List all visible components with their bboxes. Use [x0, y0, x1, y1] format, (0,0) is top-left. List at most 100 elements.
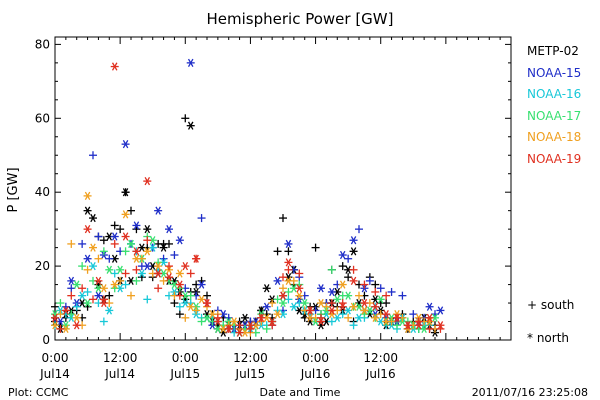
noaa-17-north-point — [127, 239, 135, 249]
noaa-16-north-point — [105, 306, 114, 315]
chart-title: Hemispheric Power [GW] — [206, 10, 394, 28]
legend-entry-noaa-19: NOAA-19 — [527, 151, 582, 166]
noaa-18-north-point — [89, 243, 97, 252]
y-axis-label: P [GW] — [6, 167, 21, 212]
noaa-16-south-point — [327, 317, 336, 326]
noaa-19-north-point — [349, 276, 358, 286]
noaa-16-north-point — [137, 269, 146, 278]
noaa-18-north-point — [83, 191, 92, 201]
metp-02-south-point — [110, 221, 119, 230]
plus-icon: + — [527, 298, 538, 312]
metp-02-south-point — [311, 243, 320, 252]
noaa-16-south-point — [72, 302, 81, 311]
noaa-18-north-point — [186, 302, 195, 311]
noaa-18-north-point — [230, 317, 239, 326]
noaa-18-south-point — [94, 254, 103, 263]
noaa-16-north-point — [333, 313, 342, 322]
noaa-18-north-point — [99, 284, 108, 293]
metp-02-south-point — [105, 291, 114, 300]
x-tick-label-time: 0:00 — [172, 351, 199, 365]
north-label: north — [536, 331, 570, 345]
noaa-15-north-point — [327, 287, 336, 297]
noaa-15-north-point — [349, 236, 358, 245]
noaa-15-north-point — [83, 254, 92, 263]
metp-02-south-point — [338, 262, 347, 271]
noaa-16-south-point — [143, 295, 152, 304]
metp-02-north-point — [262, 284, 271, 293]
noaa-19-north-point — [436, 321, 445, 330]
noaa-19-north-point — [257, 313, 266, 322]
noaa-17-south-point — [99, 247, 108, 256]
noaa-18-south-point — [279, 284, 287, 293]
noaa-18-north-point — [132, 254, 141, 263]
noaa-15-north-point — [425, 302, 434, 311]
noaa-19-north-point — [83, 225, 92, 234]
noaa-19-north-point — [72, 321, 81, 330]
noaa-19-north-point — [99, 298, 108, 308]
noaa-15-north-point — [284, 239, 293, 249]
noaa-15-north-point — [132, 221, 141, 230]
metp-02-north-point — [219, 328, 228, 337]
noaa-19-north-point — [327, 306, 336, 315]
noaa-15-north-point — [143, 261, 152, 271]
legend-north-key: * north — [527, 331, 569, 345]
noaa-15-south-point — [365, 276, 374, 285]
x-tick-label-time: 12:00 — [233, 351, 268, 365]
noaa-15-north-point — [273, 276, 282, 286]
x-tick-label-time: 12:00 — [363, 351, 398, 365]
noaa-19-north-point — [246, 321, 255, 330]
metp-02-south-point — [284, 247, 293, 256]
noaa-18-north-point — [72, 313, 81, 322]
noaa-15-north-point — [436, 306, 445, 315]
noaa-18-south-point — [116, 276, 125, 285]
noaa-19-north-point — [235, 328, 244, 337]
noaa-15-south-point — [376, 284, 385, 293]
metp-02-north-point — [159, 243, 168, 252]
noaa-18-north-point — [306, 313, 315, 322]
x-tick-label-time: 0:00 — [302, 351, 329, 365]
metp-02-north-point — [121, 188, 130, 197]
south-label: south — [540, 298, 575, 312]
metp-02-south-point — [99, 236, 108, 245]
x-tick-label-date: Jul14 — [39, 367, 70, 381]
x-tick-label-date: Jul15 — [235, 367, 266, 381]
noaa-17-south-point — [197, 317, 206, 326]
noaa-18-north-point — [143, 247, 152, 256]
noaa-19-south-point — [56, 324, 65, 333]
noaa-17-north-point — [279, 298, 287, 308]
y-tick-label: 20 — [35, 259, 50, 273]
noaa-18-north-point — [121, 210, 130, 219]
noaa-17-south-point — [262, 324, 271, 333]
footer-credit: Plot: CCMC — [8, 386, 69, 399]
noaa-15-south-point — [67, 284, 76, 293]
noaa-17-south-point — [393, 321, 401, 330]
noaa-19-south-point — [78, 284, 87, 293]
metp-02-south-point — [51, 302, 59, 311]
noaa-18-south-point — [67, 239, 76, 248]
noaa-15-south-point — [387, 287, 396, 296]
noaa-17-south-point — [56, 299, 65, 308]
noaa-15-south-point — [94, 232, 103, 241]
noaa-17-south-point — [132, 276, 141, 285]
metp-02-north-point — [94, 280, 103, 289]
noaa-19-south-point — [110, 239, 119, 248]
noaa-15-south-point — [398, 291, 407, 300]
noaa-19-north-point — [121, 232, 130, 241]
metp-02-south-point — [165, 239, 173, 248]
noaa-18-north-point — [382, 317, 391, 326]
noaa-19-north-point — [268, 317, 277, 326]
noaa-19-south-point — [425, 324, 434, 333]
noaa-18-north-point — [317, 298, 325, 308]
noaa-19-south-point — [143, 236, 152, 245]
metp-02-north-point — [89, 213, 97, 223]
noaa-17-south-point — [121, 247, 130, 256]
noaa-19-south-point — [132, 265, 141, 274]
noaa-16-north-point — [89, 261, 97, 271]
metp-02-north-point — [181, 295, 190, 304]
asterisk-icon: * — [527, 331, 533, 345]
noaa-15-south-point — [197, 214, 206, 223]
noaa-16-south-point — [99, 317, 108, 326]
noaa-18-south-point — [181, 313, 190, 322]
metp-02-south-point — [116, 225, 125, 234]
noaa-15-south-point — [344, 254, 353, 263]
